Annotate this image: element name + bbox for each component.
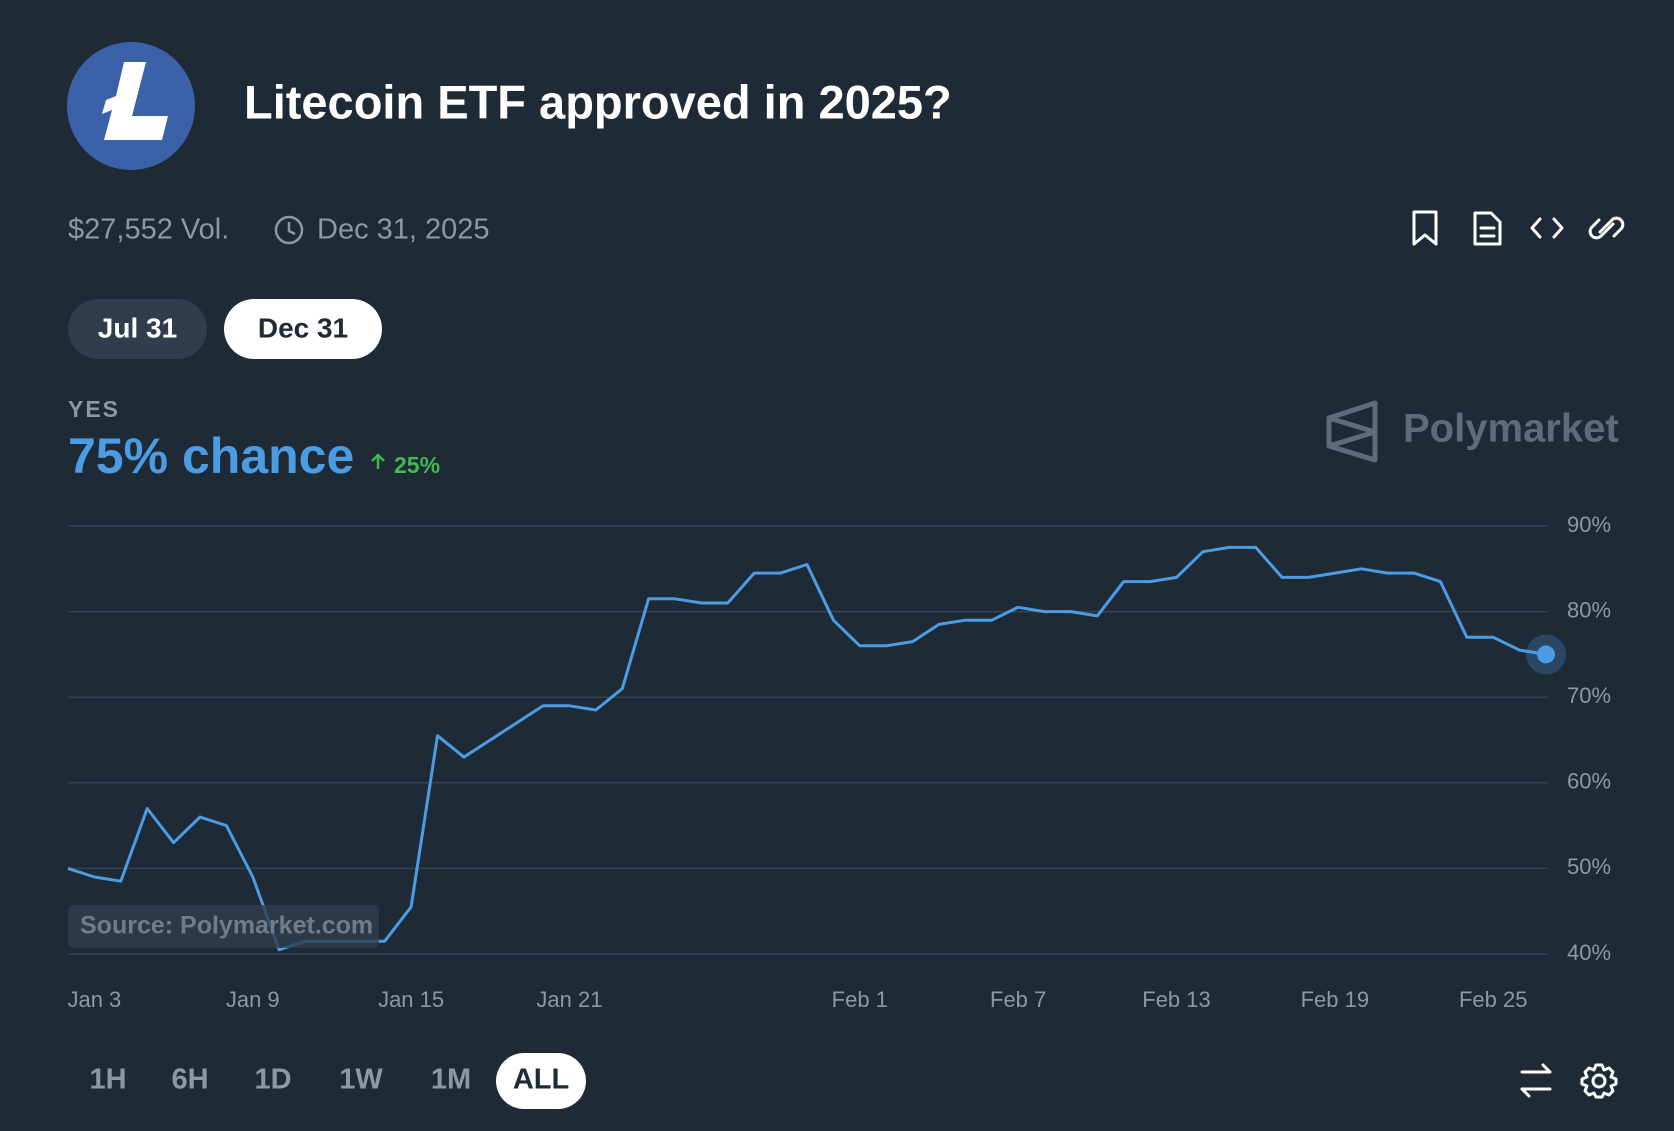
- link-icon[interactable]: [1588, 216, 1625, 240]
- y-tick-label: 90%: [1567, 512, 1611, 537]
- range-button[interactable]: ALL: [513, 1064, 569, 1096]
- range-button[interactable]: 6H: [171, 1064, 208, 1096]
- clock-icon: [274, 215, 304, 245]
- settings-icon[interactable]: [1580, 1063, 1618, 1099]
- swap-icon[interactable]: [1520, 1063, 1552, 1098]
- y-tick-label: 60%: [1567, 769, 1611, 794]
- brand: Polymarket: [1403, 407, 1619, 451]
- litecoin-logo: [67, 42, 195, 170]
- y-tick-label: 70%: [1567, 683, 1611, 708]
- range-buttons: 1H 6H 1D 1W 1M ALL: [89, 1053, 586, 1109]
- source: Source: Polymarket.com: [80, 912, 373, 940]
- y-tick-label: 50%: [1567, 854, 1611, 879]
- bookmark-icon[interactable]: [1412, 210, 1438, 246]
- date-tab-label: Jul 31: [98, 312, 177, 343]
- x-tick-label: Jan 9: [226, 987, 280, 1012]
- date-tab-label: Dec 31: [258, 312, 348, 343]
- date-tabs: Jul 31 Dec 31: [68, 299, 382, 359]
- market-title: Litecoin ETF approved in 2025?: [244, 75, 952, 128]
- x-tick-label: Jan 15: [378, 987, 444, 1012]
- x-tick-label: Feb 1: [832, 987, 888, 1012]
- change: 25%: [394, 452, 440, 478]
- x-tick-label: Feb 19: [1301, 987, 1370, 1012]
- chart: 40% 50% 60% 70% 80% 90% Jan 3 Jan 9 Jan 15 Jan 21…: [67, 512, 1611, 1012]
- date-tab[interactable]: [224, 299, 382, 359]
- x-tick-label: Feb 7: [990, 987, 1046, 1012]
- x-tick-label: Feb 13: [1142, 987, 1211, 1012]
- up-arrow: [371, 453, 385, 469]
- x-tick-label: Feb 25: [1459, 987, 1528, 1012]
- range-button[interactable]: 1M: [431, 1064, 471, 1096]
- x-tick-label: Jan 21: [536, 987, 602, 1012]
- embed-icon[interactable]: [1530, 217, 1564, 239]
- y-tick-label: 80%: [1567, 597, 1611, 622]
- source-box: [68, 905, 379, 948]
- range-button[interactable]: 1D: [254, 1064, 291, 1096]
- range-button[interactable]: 1H: [89, 1064, 126, 1096]
- end-dot: [1537, 645, 1555, 664]
- range-button[interactable]: 1W: [339, 1064, 383, 1096]
- volume: $27,552 Vol.: [68, 214, 229, 246]
- end-date: Dec 31, 2025: [317, 214, 490, 246]
- date-tab[interactable]: [68, 299, 207, 359]
- y-tick-label: 40%: [1567, 940, 1611, 965]
- x-tick-label: Jan 3: [67, 987, 121, 1012]
- range-active[interactable]: [496, 1053, 586, 1109]
- outcome-label: YES: [68, 396, 120, 422]
- chance: 75% chance: [68, 428, 354, 484]
- document-icon[interactable]: [1473, 211, 1502, 246]
- brand-logo: [1326, 400, 1378, 463]
